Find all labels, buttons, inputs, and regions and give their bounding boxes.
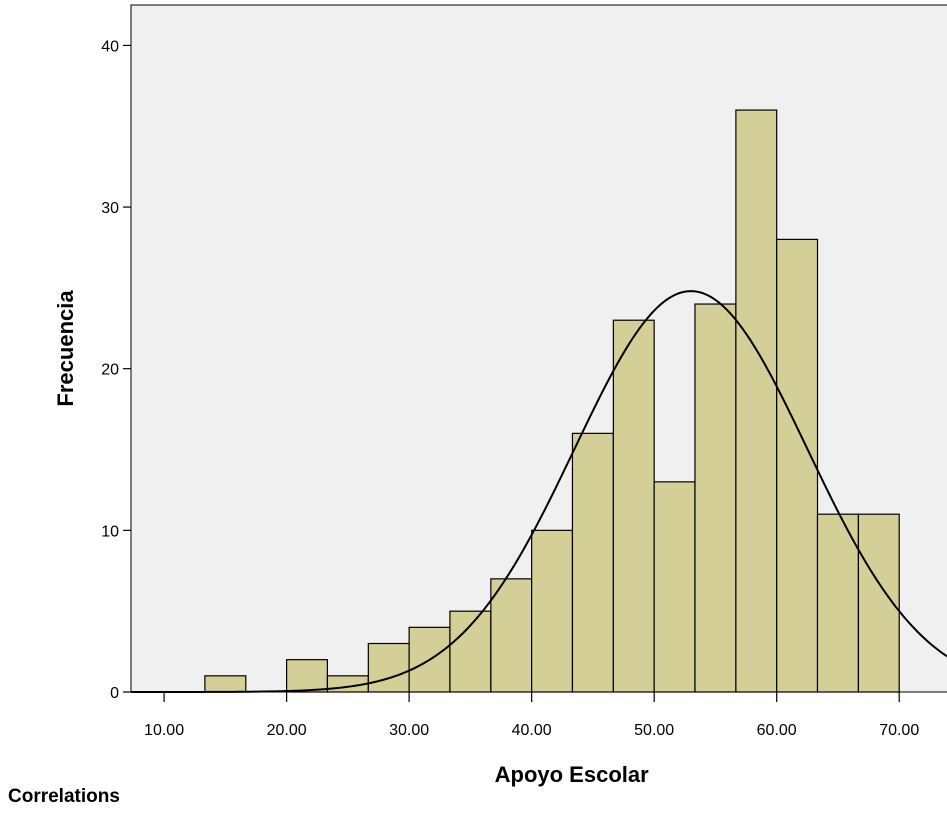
x-tick-label: 40.00 bbox=[512, 722, 552, 739]
histogram-bar bbox=[694, 303, 737, 693]
histogram-bar bbox=[612, 319, 655, 693]
x-tick-label: 60.00 bbox=[757, 722, 797, 739]
histogram-bar bbox=[816, 513, 860, 693]
x-axis-title: Apoyo Escolar bbox=[495, 762, 649, 787]
histogram-bar bbox=[776, 238, 819, 693]
y-tick-label: 40 bbox=[101, 38, 119, 55]
x-tick-label: 70.00 bbox=[879, 722, 919, 739]
x-tick-label: 20.00 bbox=[267, 722, 307, 739]
x-tick-label: 50.00 bbox=[634, 722, 674, 739]
y-tick-label: 10 bbox=[101, 523, 119, 540]
normal-curve bbox=[131, 290, 947, 693]
histogram-bar bbox=[490, 578, 533, 693]
y-axis-title: Frecuencia bbox=[53, 290, 78, 407]
y-axis: 0 10 20 30 40 bbox=[101, 38, 131, 702]
x-tick-label: 30.00 bbox=[389, 722, 429, 739]
histogram-bar bbox=[571, 432, 614, 693]
y-tick-label: 30 bbox=[101, 200, 119, 217]
x-axis: 10.00 20.00 30.00 40.00 50.00 60.00 70.00 bbox=[144, 692, 919, 739]
y-tick-label: 0 bbox=[110, 685, 119, 702]
x-tick-label: 10.00 bbox=[144, 722, 184, 739]
histogram-bar bbox=[367, 642, 410, 693]
histogram-bar bbox=[735, 109, 778, 693]
histogram-bar bbox=[653, 481, 696, 693]
histogram-bar bbox=[204, 675, 247, 693]
y-tick-label: 20 bbox=[101, 362, 119, 379]
histogram-bar bbox=[449, 610, 492, 693]
histogram-bar bbox=[531, 529, 574, 693]
correlations-section-title: Correlations bbox=[8, 786, 120, 807]
histogram-bar bbox=[286, 659, 329, 693]
